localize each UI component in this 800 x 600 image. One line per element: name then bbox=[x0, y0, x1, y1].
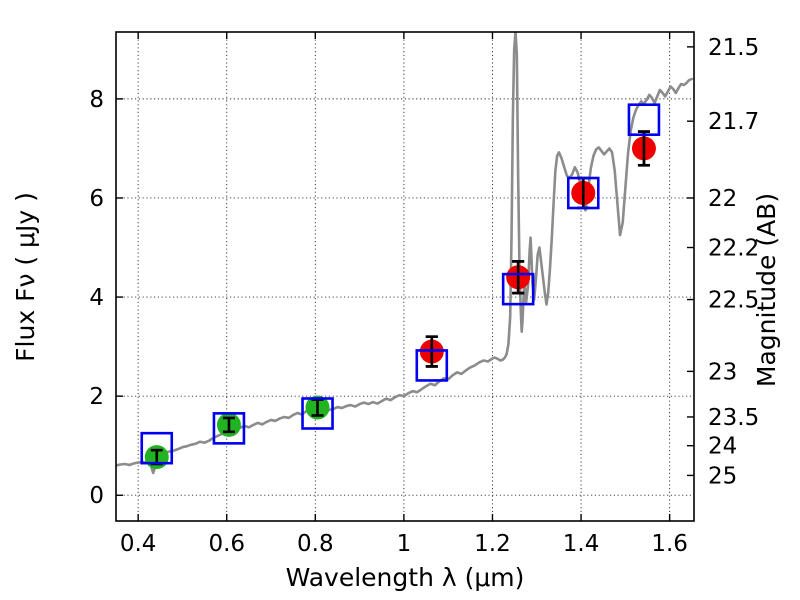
model-point-square bbox=[566, 176, 600, 210]
model-point-square bbox=[212, 412, 246, 445]
model-point-square bbox=[301, 397, 334, 430]
y-tick-label-8: 8 bbox=[89, 87, 104, 113]
x-tick-label-0.8: 0.8 bbox=[297, 531, 334, 557]
y2-tick-label-25: 25 bbox=[708, 463, 737, 489]
y2-tick-label-22.5: 22.5 bbox=[708, 288, 759, 314]
y-tick-label-4: 4 bbox=[89, 285, 104, 311]
best-fit-spectrum-curve bbox=[116, 32, 694, 475]
y2-tick-label-21.7: 21.7 bbox=[708, 109, 759, 135]
plot-frame bbox=[115, 31, 695, 522]
y2-tick-label-22: 22 bbox=[708, 186, 737, 212]
x-tick-label-1.2: 1.2 bbox=[474, 531, 511, 557]
model-point-square bbox=[501, 272, 535, 306]
axis-frame-layer bbox=[115, 31, 695, 522]
model-point-square bbox=[415, 349, 449, 382]
y-tick-label-2: 2 bbox=[89, 384, 104, 410]
x-tick-label-1: 1 bbox=[397, 531, 412, 557]
x-tick-label-1.4: 1.4 bbox=[563, 531, 600, 557]
x-tick-label-1.6: 1.6 bbox=[651, 531, 688, 557]
y-tick-label-0: 0 bbox=[89, 483, 104, 509]
secondary-y-axis-title: Magnitude (AB) bbox=[752, 193, 781, 387]
y2-tick-label-23.5: 23.5 bbox=[708, 405, 759, 431]
model-point-square bbox=[627, 103, 661, 136]
tick-labels-layer: 0.4 0.6 0.8 1 1.2 1.4 1.60246821.521.72222.222… bbox=[89, 32, 759, 557]
data-points-layer bbox=[140, 103, 661, 470]
y2-tick-label-24: 24 bbox=[708, 434, 737, 460]
x-tick-label-0.6: 0.6 bbox=[208, 531, 245, 557]
y2-tick-label-22.2: 22.2 bbox=[708, 236, 759, 262]
y-tick-label-6: 6 bbox=[89, 186, 104, 212]
model-point-square bbox=[140, 431, 174, 465]
y2-tick-label-23: 23 bbox=[708, 359, 737, 385]
x-tick-label-0.4: 0.4 bbox=[120, 531, 157, 557]
x-axis-title: Wavelength λ (μm) bbox=[286, 563, 525, 592]
y-axis-title: Flux Fν ( μJy ) bbox=[11, 192, 40, 362]
y2-tick-label-21.5: 21.5 bbox=[708, 35, 759, 61]
spectrum-curve-layer bbox=[116, 32, 694, 475]
grid-layer bbox=[116, 32, 694, 521]
